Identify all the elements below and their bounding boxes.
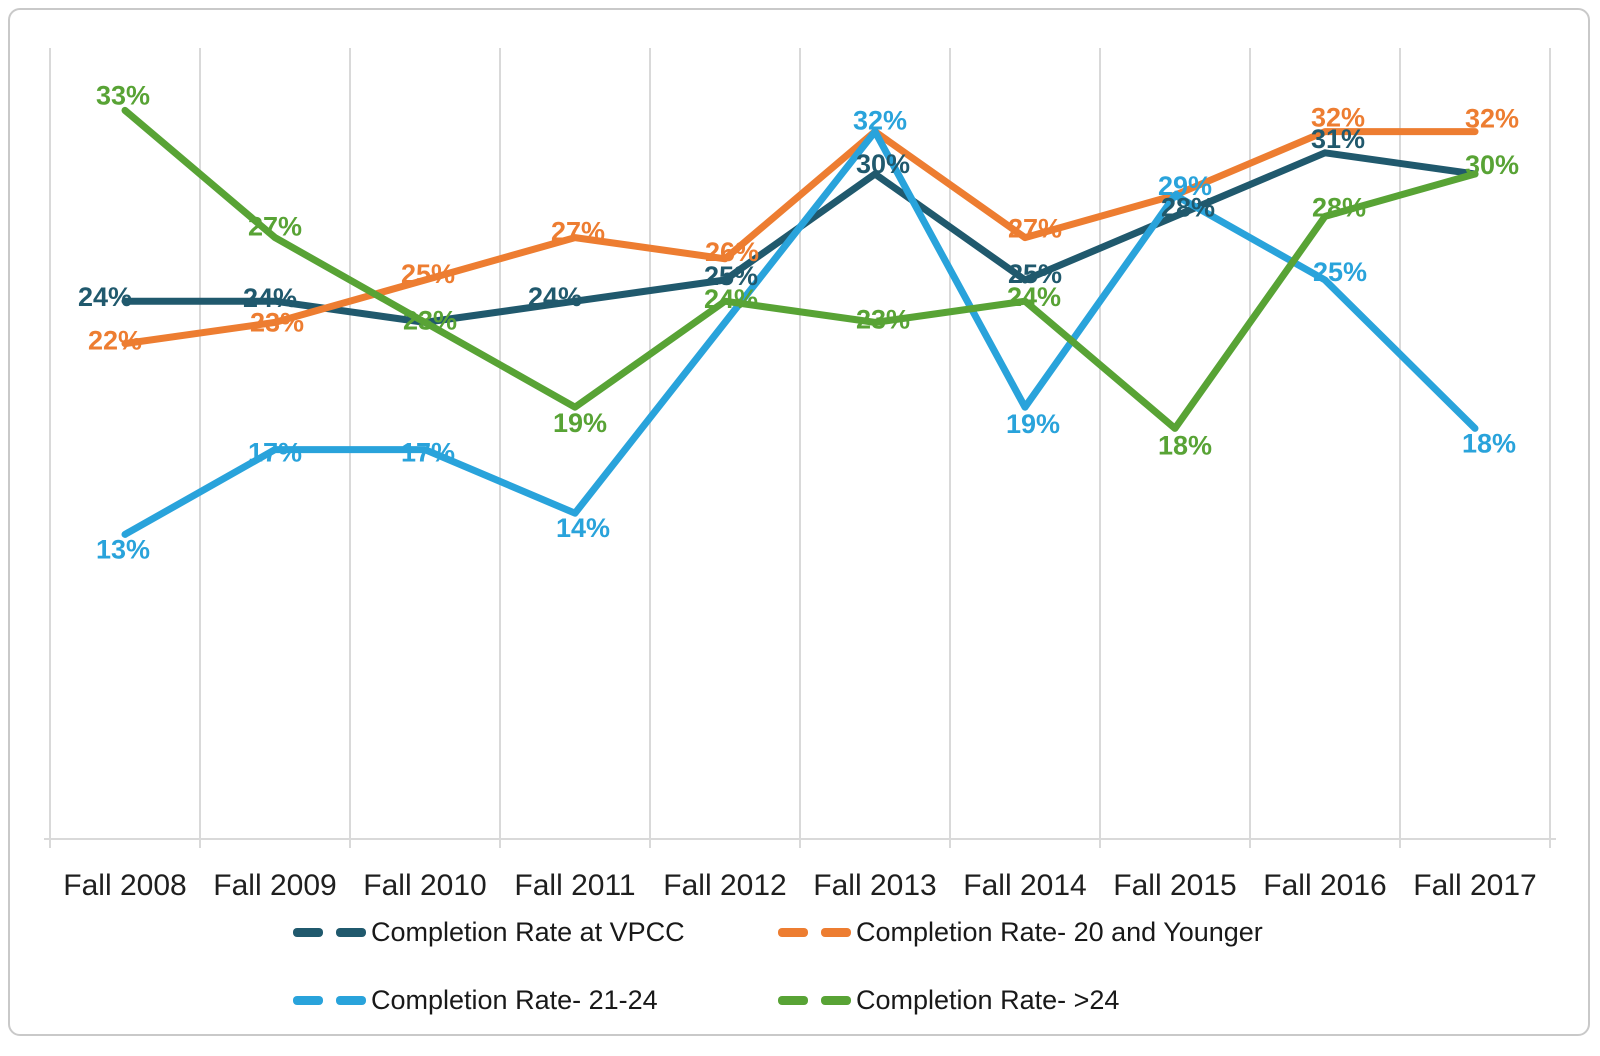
data-label: 29% — [1158, 171, 1212, 201]
series-line-1 — [121, 128, 1479, 348]
data-label: 25% — [1313, 257, 1367, 287]
legend-dash-icon — [293, 995, 366, 1005]
data-label: 23% — [403, 305, 457, 335]
data-label: 32% — [853, 106, 907, 136]
data-label: 31% — [1311, 124, 1365, 154]
x-axis-label: Fall 2011 — [514, 869, 635, 902]
data-label: 23% — [856, 304, 910, 334]
legend-dash-icon — [293, 927, 366, 937]
x-axis-label: Fall 2012 — [663, 869, 786, 902]
data-label: 25% — [1008, 259, 1062, 289]
data-label: 30% — [856, 149, 910, 179]
x-axis-label: Fall 2017 — [1413, 869, 1536, 902]
data-label: 32% — [1465, 104, 1519, 134]
data-label: 19% — [553, 408, 607, 438]
data-label: 14% — [556, 513, 610, 543]
legend-item-1: Completion Rate- 20 and Younger — [778, 915, 1263, 949]
data-label: 32% — [1311, 103, 1365, 133]
data-label: 24% — [243, 283, 297, 313]
data-label: 28% — [1312, 192, 1366, 222]
data-label: 18% — [1462, 428, 1516, 458]
x-axis-label: Fall 2008 — [63, 869, 186, 902]
data-label: 25% — [401, 259, 455, 289]
data-label: 13% — [96, 534, 150, 564]
data-label: 19% — [1006, 409, 1060, 439]
legend-label: Completion Rate- 20 and Younger — [856, 916, 1263, 947]
data-label: 24% — [528, 282, 582, 312]
data-label: 17% — [248, 438, 302, 468]
data-label: 18% — [1158, 430, 1212, 460]
data-label: 27% — [551, 217, 605, 247]
data-label: 17% — [401, 438, 455, 468]
legend-dash-icon — [778, 927, 851, 937]
data-label: 23% — [250, 307, 304, 337]
x-axis-label: Fall 2016 — [1263, 869, 1386, 902]
line-chart: 24% 24% 24%25%30%25%28%31%22%23%25%27%26%2… — [44, 48, 1556, 902]
legend-label: Completion Rate at VPCC — [371, 916, 685, 947]
legend-label: Completion Rate- 21-24 — [371, 984, 658, 1015]
data-label: 22% — [88, 326, 142, 356]
data-label: 27% — [1008, 214, 1062, 244]
series-line-3 — [121, 106, 1479, 432]
data-label: 24% — [704, 284, 758, 314]
data-label: 24% — [78, 282, 132, 312]
legend-item-3: Completion Rate- >24 — [778, 983, 1119, 1017]
data-label: 26% — [705, 237, 759, 267]
data-label: 30% — [1465, 150, 1519, 180]
chart-card: 24% 24% 24% 25% 30% 25% 28% 31% 22% 23% 25% 27% 26% 2… — [8, 8, 1590, 1036]
x-axis-label: Fall 2009 — [213, 869, 336, 902]
data-label: 24% — [1007, 282, 1061, 312]
legend-dash-icon — [778, 995, 851, 1005]
data-label: 33% — [96, 80, 150, 110]
legend-item-0: Completion Rate at VPCC — [293, 915, 685, 949]
data-label: 28% — [1161, 192, 1215, 222]
x-axis-label: Fall 2015 — [1113, 869, 1236, 902]
legend-item-2: Completion Rate- 21-24 — [293, 983, 658, 1017]
data-label: 25% — [704, 261, 758, 291]
x-axis-label: Fall 2010 — [363, 869, 486, 902]
x-axis-label: Fall 2013 — [813, 869, 936, 902]
legend-label: Completion Rate- >24 — [856, 984, 1120, 1015]
series-line-2 — [121, 128, 1479, 538]
data-label: 27% — [248, 212, 302, 242]
x-axis-label: Fall 2014 — [963, 869, 1086, 902]
